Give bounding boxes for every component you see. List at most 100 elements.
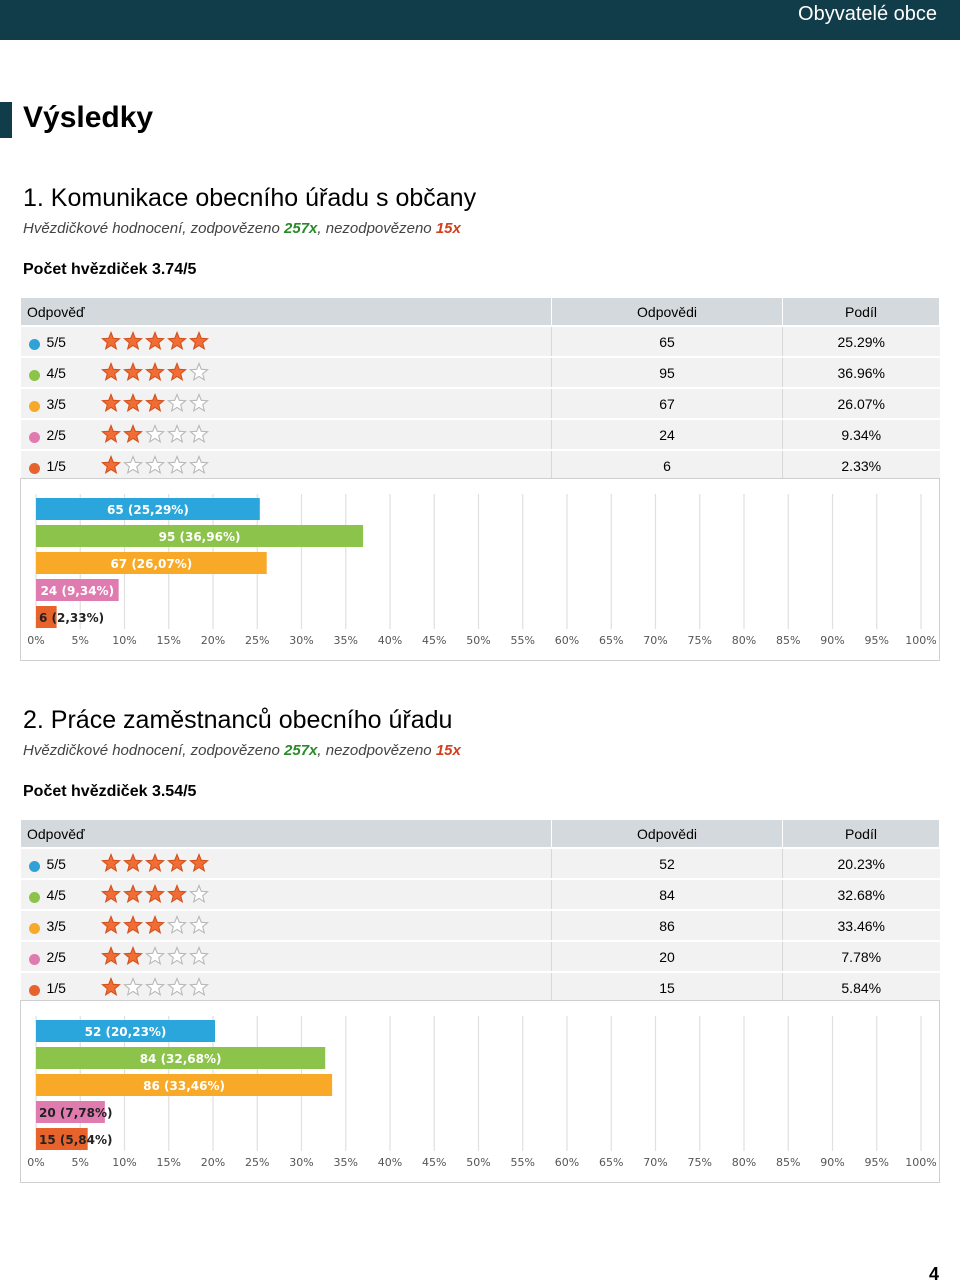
x-tick-label: 55% [511, 1156, 535, 1169]
x-tick-label: 80% [732, 1156, 756, 1169]
share-cell: 32.68% [782, 878, 940, 910]
star-filled-icon [144, 853, 165, 872]
star-empty-icon [166, 946, 187, 965]
x-tick-label: 20% [201, 634, 225, 647]
unanswered-count: 15x [435, 220, 461, 237]
results-chart: 65 (25,29%) 95 (36,96%) 67 (26,07%) 24 (9,3… [20, 478, 940, 661]
star-rating-icon [100, 977, 211, 998]
x-tick-label: 70% [643, 634, 667, 647]
x-tick-label: 90% [820, 634, 844, 647]
table-header-row: Odpověď Odpovědi Podíl [20, 819, 940, 849]
star-empty-icon [166, 393, 187, 412]
answer-cell: 2/5 [20, 418, 552, 450]
rating-label: 4/5 [46, 886, 66, 903]
star-filled-icon [100, 946, 121, 965]
subtitle-mid: , nezodpovězeno [317, 742, 436, 759]
x-tick-label: 20% [201, 1156, 225, 1169]
star-rating-icon [100, 884, 211, 905]
x-tick-label: 30% [289, 1156, 313, 1169]
x-tick-label: 10% [112, 1156, 136, 1169]
star-empty-icon [166, 977, 187, 996]
star-filled-icon [122, 362, 143, 381]
star-empty-icon [166, 455, 187, 474]
star-rating-icon [100, 424, 211, 445]
table-row: 1/5 15 5.84% [20, 971, 940, 1002]
x-tick-label: 50% [466, 634, 490, 647]
star-filled-icon [188, 853, 209, 872]
bar-label: 84 (32,68%) [140, 1052, 222, 1066]
table-header-row: Odpověď Odpovědi Podíl [20, 297, 940, 327]
star-filled-icon [122, 331, 143, 350]
question-title: 1. Komunikace obecního úřadu s občany [23, 184, 477, 212]
share-cell: 5.84% [782, 971, 940, 1002]
header-count: Odpovědi [551, 297, 783, 327]
legend-dot-icon [28, 985, 40, 996]
bar-label: 65 (25,29%) [107, 503, 189, 517]
star-empty-icon [188, 424, 209, 443]
star-filled-icon [166, 331, 187, 350]
legend-dot-icon [28, 339, 40, 350]
star-empty-icon [166, 915, 187, 934]
x-tick-label: 15% [157, 1156, 181, 1169]
star-filled-icon [100, 455, 121, 474]
answer-cell: 4/5 [20, 356, 552, 388]
header-share: Podíl [782, 819, 940, 849]
legend-dot-icon [28, 892, 40, 903]
star-filled-icon [144, 393, 165, 412]
bar-label: 24 (9,34%) [41, 584, 114, 598]
star-filled-icon [144, 362, 165, 381]
legend-dot-icon [28, 463, 40, 474]
star-filled-icon [166, 362, 187, 381]
bar-chart-svg: 52 (20,23%) 84 (32,68%) 86 (33,46%) 20 (7,7… [27, 1016, 937, 1169]
x-tick-label: 35% [334, 1156, 358, 1169]
star-empty-icon [122, 455, 143, 474]
x-tick-label: 45% [422, 634, 446, 647]
answer-cell: 5/5 [20, 325, 552, 357]
star-filled-icon [122, 393, 143, 412]
star-filled-icon [166, 853, 187, 872]
count-cell: 65 [551, 325, 783, 357]
star-empty-icon [144, 455, 165, 474]
rating-label: 3/5 [46, 917, 66, 934]
star-filled-icon [188, 331, 209, 350]
count-cell: 86 [551, 909, 783, 941]
rating-label: 1/5 [46, 979, 66, 996]
section-title: Výsledky [23, 101, 154, 134]
legend-dot-icon [28, 401, 40, 412]
table-row: 3/5 67 26.07% [20, 387, 940, 419]
bar-label: 6 (2,33%) [39, 611, 104, 625]
x-tick-label: 65% [599, 1156, 623, 1169]
star-filled-icon [144, 884, 165, 903]
x-tick-label: 40% [378, 634, 402, 647]
average-rating: Počet hvězdiček 3.74/5 [23, 261, 197, 278]
star-rating-icon [100, 915, 211, 936]
bar-label: 20 (7,78%) [39, 1106, 112, 1120]
star-filled-icon [100, 853, 121, 872]
star-filled-icon [122, 884, 143, 903]
star-empty-icon [144, 424, 165, 443]
table-row: 3/5 86 33.46% [20, 909, 940, 941]
bar-chart-svg: 65 (25,29%) 95 (36,96%) 67 (26,07%) 24 (9,3… [27, 494, 937, 647]
star-empty-icon [188, 915, 209, 934]
bar-label: 52 (20,23%) [85, 1025, 167, 1039]
star-filled-icon [100, 424, 121, 443]
answer-cell: 5/5 [20, 847, 552, 879]
answered-count: 257x [284, 220, 318, 237]
x-tick-label: 25% [245, 1156, 269, 1169]
header-bar: Obyvatelé obce [0, 0, 960, 40]
results-table: Odpověď Odpovědi Podíl 5/5 65 25.29% 4/5 95 3… [20, 297, 940, 480]
table-row: 4/5 84 32.68% [20, 878, 940, 910]
rating-label: 2/5 [46, 948, 66, 965]
star-empty-icon [188, 946, 209, 965]
x-tick-label: 10% [112, 634, 136, 647]
count-cell: 84 [551, 878, 783, 910]
star-rating-icon [100, 331, 211, 352]
bar [36, 1074, 333, 1096]
share-cell: 2.33% [782, 449, 940, 480]
answer-cell: 3/5 [20, 387, 552, 419]
results-chart: 52 (20,23%) 84 (32,68%) 86 (33,46%) 20 (7,7… [20, 1000, 940, 1183]
star-empty-icon [188, 977, 209, 996]
star-filled-icon [122, 946, 143, 965]
star-filled-icon [122, 915, 143, 934]
share-cell: 33.46% [782, 909, 940, 941]
